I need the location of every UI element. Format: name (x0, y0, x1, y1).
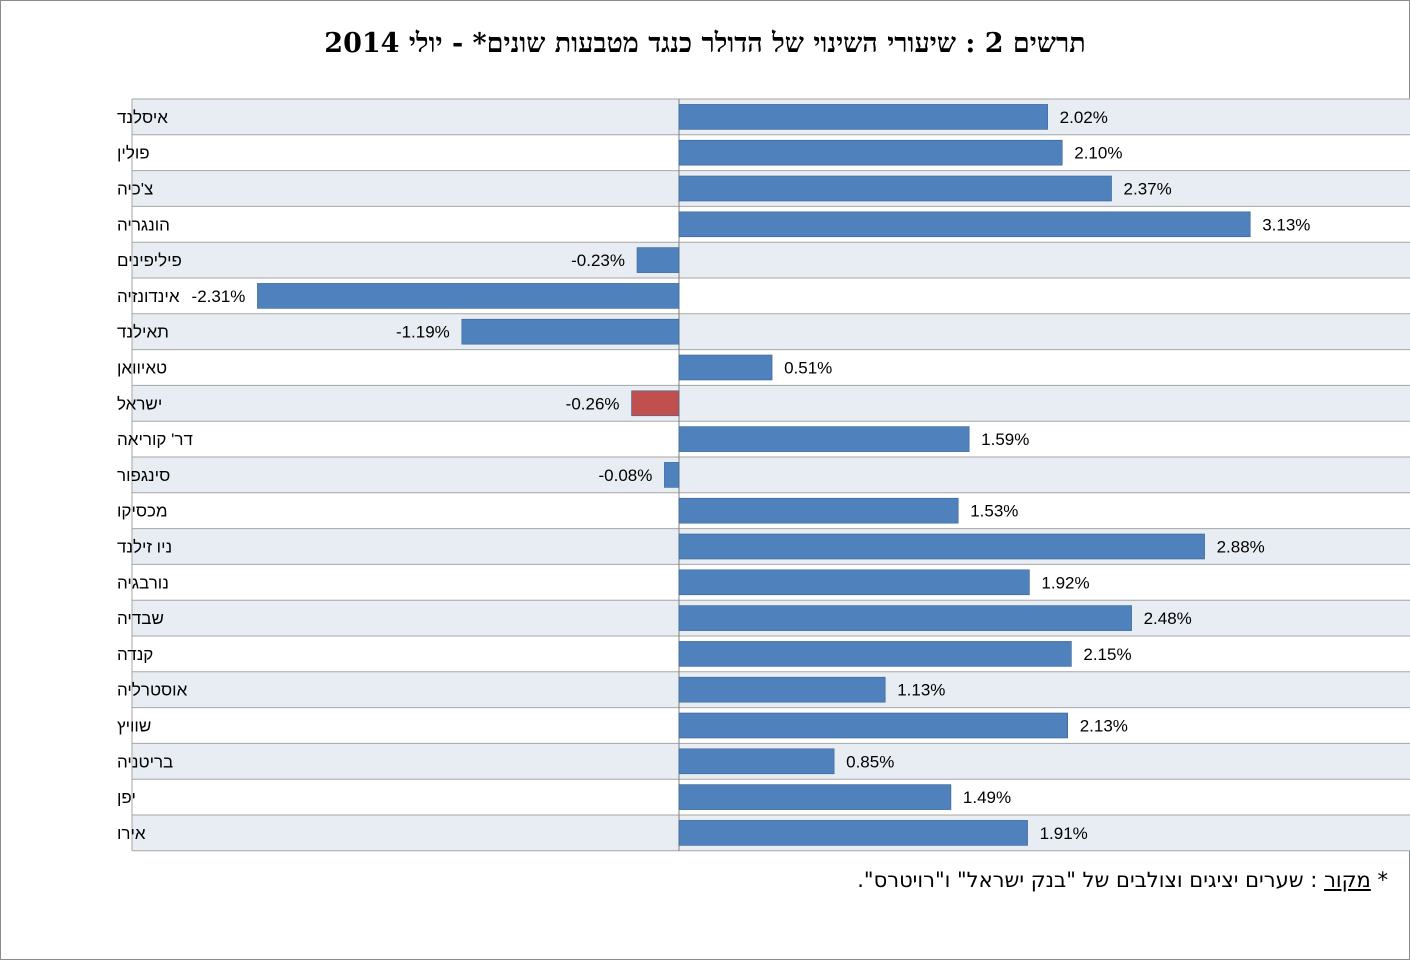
category-label: שבדיה (117, 609, 164, 628)
bar (678, 211, 1251, 238)
bar (678, 676, 886, 703)
row-band (132, 457, 1410, 493)
bar (678, 748, 835, 775)
row-band (132, 242, 1410, 278)
value-label: 1.53% (970, 502, 1018, 521)
bar (678, 426, 970, 452)
bar (636, 247, 680, 273)
bar (678, 641, 1072, 667)
value-label: -2.31% (192, 287, 246, 306)
category-label: שוויץ (117, 717, 151, 736)
value-label: 2.48% (1144, 609, 1192, 628)
bar (678, 820, 1028, 846)
bar (678, 354, 773, 381)
bar (678, 712, 1069, 739)
category-label: יפן (117, 788, 136, 807)
value-label: -0.23% (571, 251, 625, 270)
category-label: אינדונזיה (117, 287, 180, 306)
value-label: 2.15% (1083, 645, 1131, 664)
bar (678, 175, 1112, 202)
bar (678, 139, 1063, 166)
category-label: טאיוואן (117, 359, 167, 378)
category-label: הונגריה (117, 215, 170, 234)
value-label: 2.02% (1060, 108, 1108, 127)
category-label: פיליפינים (117, 251, 182, 270)
value-label: -0.08% (599, 466, 653, 485)
value-label: 2.37% (1124, 180, 1172, 199)
bar (631, 390, 680, 417)
value-label: 1.13% (897, 681, 945, 700)
chart-title: תרשים 2 : שיעורי השינוי של הדולר כנגד מט… (324, 28, 1086, 59)
value-label: -1.19% (396, 323, 450, 342)
category-label: ניו זילנד (117, 538, 172, 557)
value-label: -0.26% (566, 394, 620, 413)
source-star: * (1377, 868, 1389, 892)
value-label: 1.59% (981, 430, 1029, 449)
value-label: 3.13% (1262, 215, 1310, 234)
row-band (132, 385, 1410, 422)
source-text: : שערים יציגים וצולבים של "בנק ישראל" ו"… (857, 868, 1318, 892)
category-label: נורבגיה (117, 573, 169, 592)
row-band (132, 313, 1410, 350)
category-label: בריטניה (117, 752, 173, 771)
bar (257, 283, 680, 309)
bar (678, 104, 1048, 130)
category-label: מכסיקו (117, 502, 168, 521)
category-label: אירו (117, 824, 146, 843)
value-label: 0.51% (784, 359, 832, 378)
value-label: 2.88% (1217, 538, 1265, 557)
source-note: * מקור : שערים יציגים וצולבים של "בנק יש… (857, 868, 1388, 892)
category-label: צ'כיה (117, 180, 153, 199)
category-label: פולין (117, 144, 150, 163)
value-label: 2.10% (1074, 144, 1122, 163)
source-label: מקור (1324, 868, 1371, 892)
category-label: אוסטרליה (117, 681, 188, 700)
value-label: 2.13% (1080, 717, 1128, 736)
bar (664, 462, 680, 488)
bar (678, 533, 1205, 560)
category-label: דר' קוריאה (117, 430, 193, 449)
bar (678, 497, 959, 524)
bar (678, 605, 1132, 631)
category-label: תאילנד (117, 323, 169, 342)
category-label: ישראל (117, 394, 162, 413)
category-label: איסלנד (117, 108, 168, 127)
bar (461, 318, 680, 345)
bar (678, 569, 1030, 596)
category-label: קנדה (117, 645, 153, 664)
value-label: 1.91% (1040, 824, 1088, 843)
bar (678, 784, 952, 810)
value-label: 1.92% (1041, 573, 1089, 592)
value-label: 1.49% (963, 788, 1011, 807)
value-label: 0.85% (846, 752, 894, 771)
category-label: סינגפור (117, 466, 170, 485)
